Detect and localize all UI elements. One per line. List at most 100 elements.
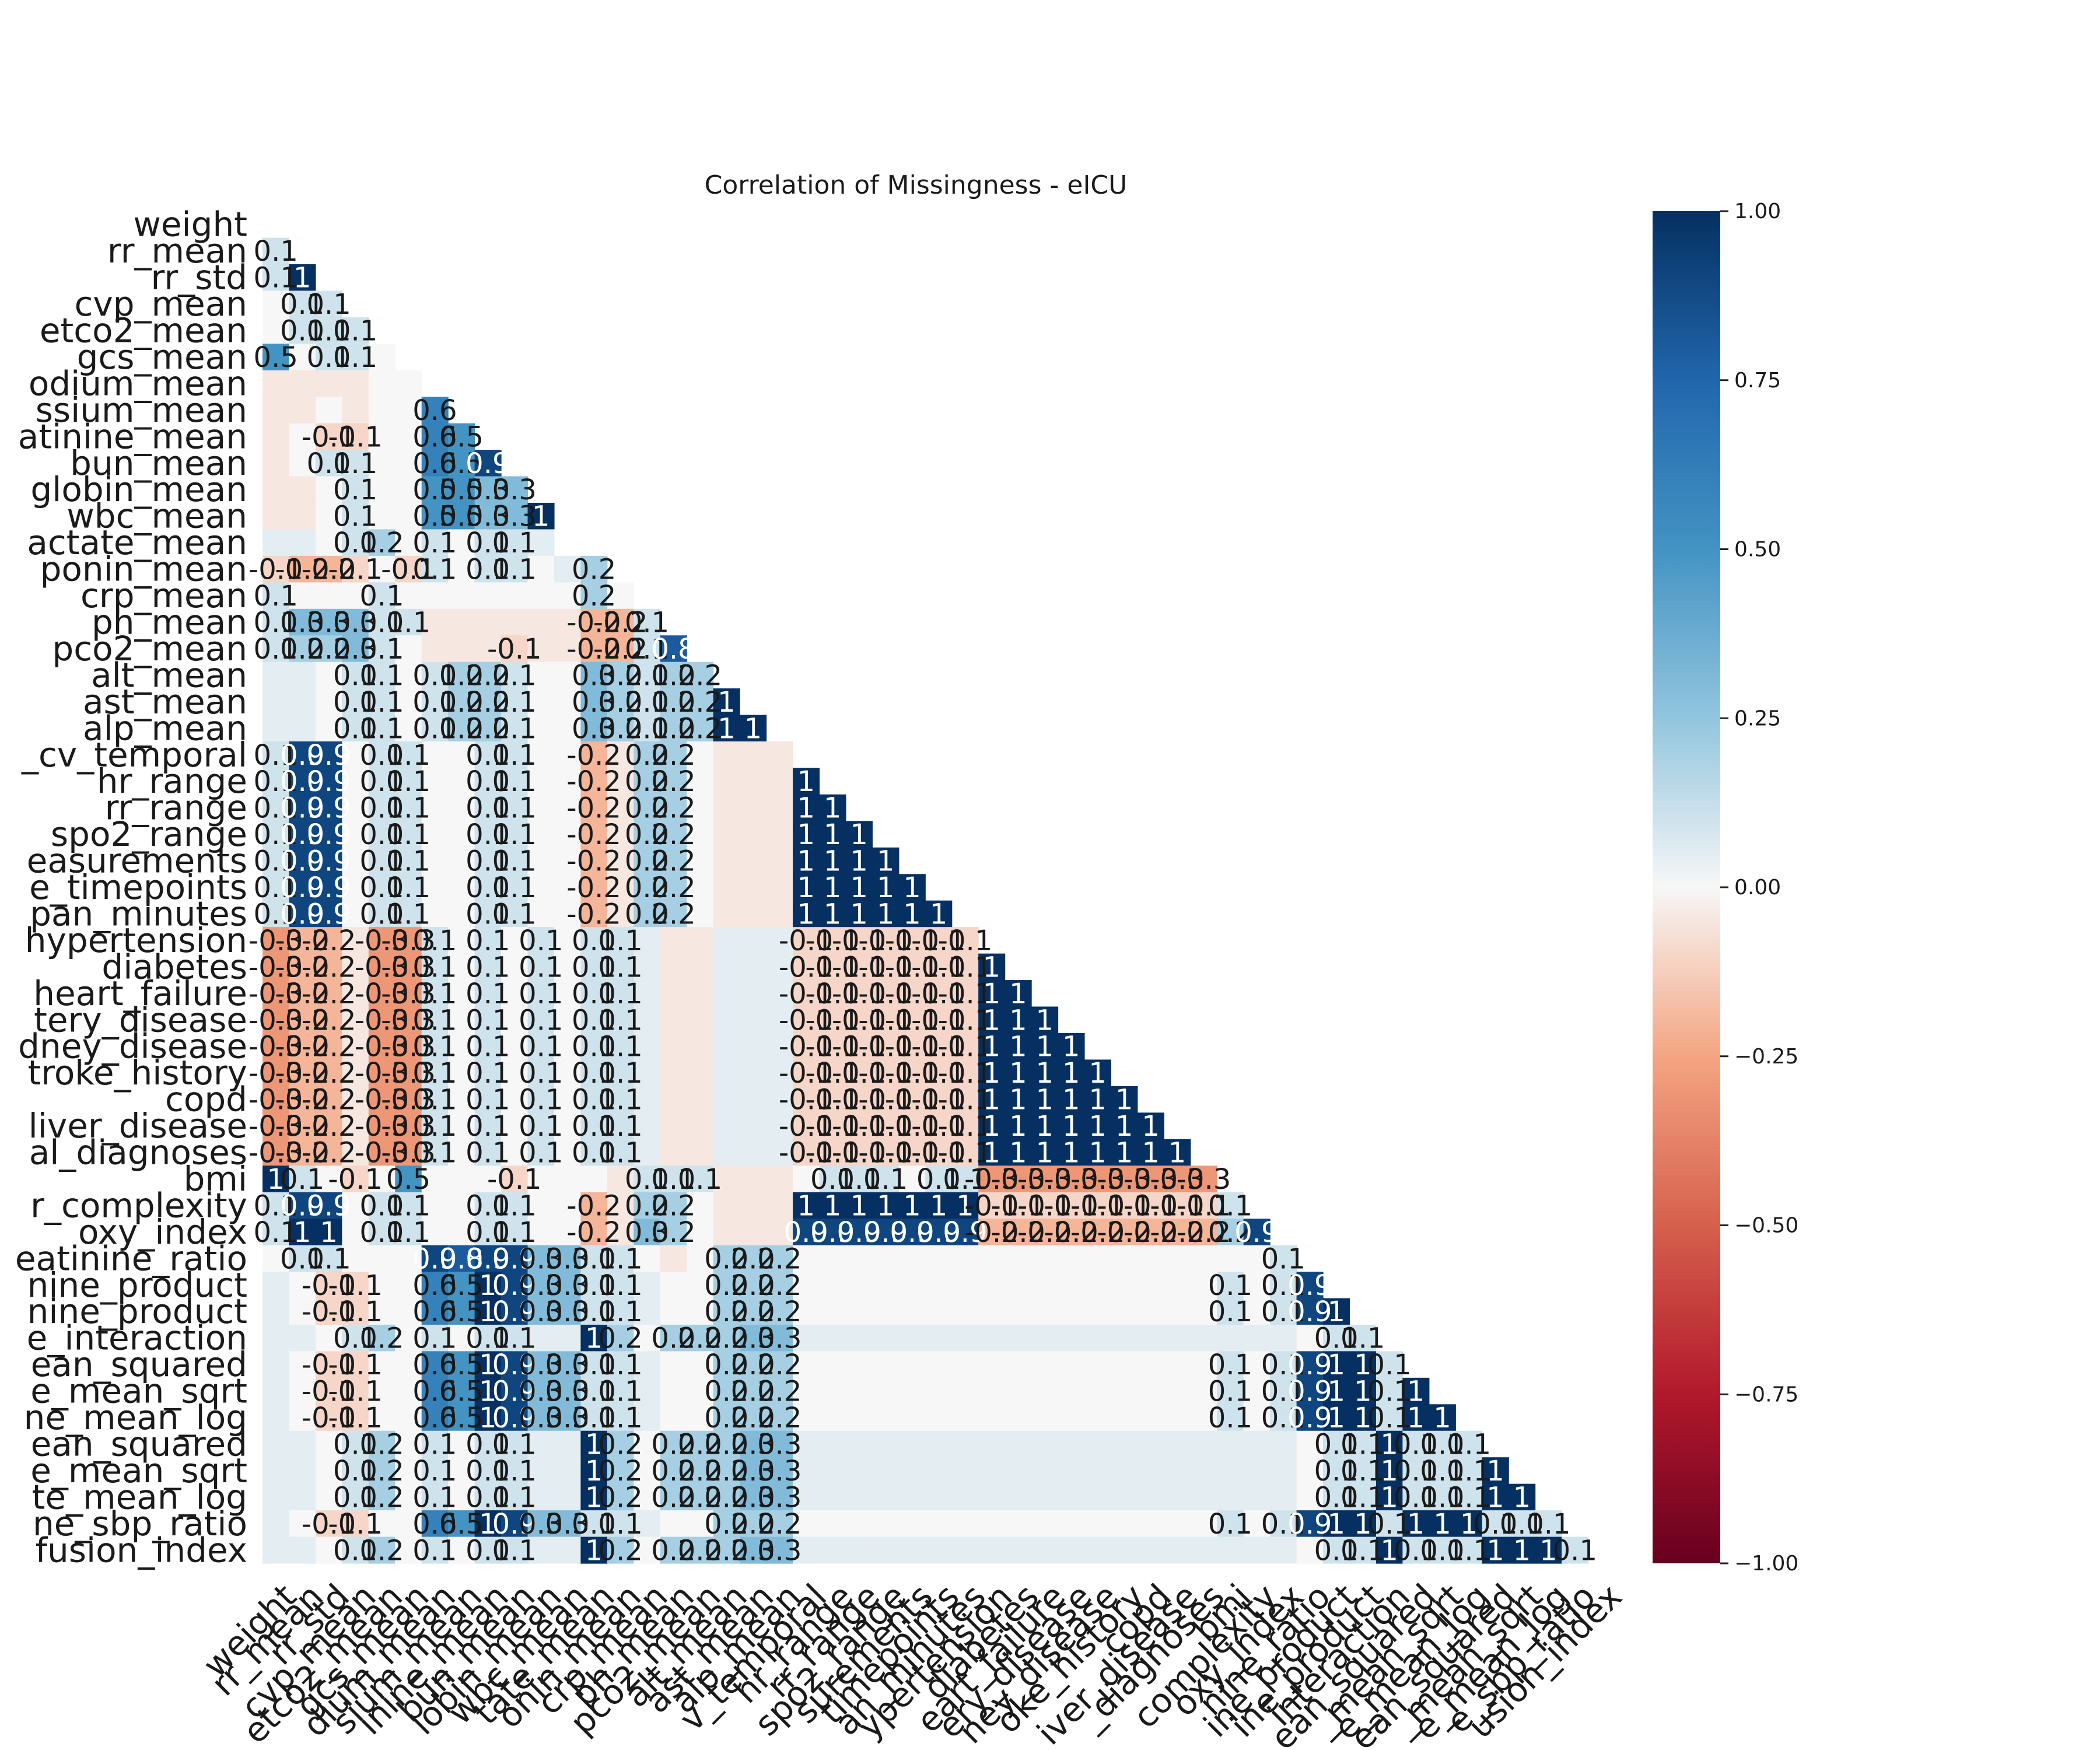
heatmap-cell bbox=[315, 423, 342, 450]
heatmap-cell bbox=[474, 715, 502, 742]
heatmap-cell bbox=[368, 847, 396, 874]
heatmap-cell bbox=[289, 635, 316, 663]
heatmap-cell bbox=[793, 794, 820, 821]
heatmap-cell bbox=[342, 874, 369, 901]
heatmap-cell bbox=[289, 450, 316, 477]
heatmap-cell bbox=[872, 1457, 900, 1485]
heatmap-cell bbox=[580, 688, 608, 716]
heatmap-cell bbox=[819, 1298, 846, 1325]
colorbar: 1.00 0.75 0.50 0.25 0.00 −0.25 −0.50 −0.75 −1.00 bbox=[1653, 200, 1798, 1576]
heatmap-cell bbox=[634, 794, 661, 821]
heatmap-cell bbox=[262, 237, 290, 265]
heatmap-cell bbox=[289, 662, 316, 689]
heatmap-cell bbox=[554, 662, 582, 689]
heatmap-cell bbox=[421, 450, 449, 477]
heatmap-cell bbox=[978, 1404, 1006, 1432]
heatmap-cell bbox=[421, 768, 449, 795]
heatmap-cell bbox=[793, 953, 820, 981]
heatmap-cell bbox=[898, 900, 926, 928]
heatmap-cell bbox=[713, 953, 740, 981]
heatmap-cell bbox=[898, 1351, 926, 1378]
heatmap-cell bbox=[289, 821, 316, 848]
heatmap-cell bbox=[1243, 1483, 1270, 1511]
heatmap-cell-label: 1 bbox=[1513, 1534, 1531, 1567]
heatmap-cell bbox=[898, 1324, 926, 1352]
heatmap-cell bbox=[315, 821, 342, 848]
heatmap-cell bbox=[1137, 1377, 1164, 1405]
heatmap-cell bbox=[448, 450, 475, 477]
heatmap-cell bbox=[687, 794, 714, 821]
heatmap-cell bbox=[501, 900, 528, 928]
heatmap-cell bbox=[342, 370, 369, 397]
heatmap-cell bbox=[1031, 1324, 1059, 1352]
heatmap-cell bbox=[740, 741, 767, 769]
heatmap-cell-label: 0.1 bbox=[412, 554, 457, 586]
heatmap-cell bbox=[740, 794, 767, 821]
heatmap-cell bbox=[289, 529, 316, 556]
heatmap-cell bbox=[1111, 1483, 1138, 1511]
heatmap-cell bbox=[289, 715, 316, 742]
heatmap-cell bbox=[925, 1377, 953, 1405]
heatmap-cell bbox=[554, 688, 582, 716]
heatmap-cell bbox=[527, 900, 555, 928]
heatmap-cell bbox=[845, 1404, 873, 1432]
heatmap-cell bbox=[1005, 1272, 1032, 1299]
heatmap-cell bbox=[607, 688, 634, 716]
heatmap-cell bbox=[315, 927, 342, 954]
heatmap-cell bbox=[395, 900, 422, 928]
heatmap-cell bbox=[898, 1510, 926, 1538]
heatmap-cell-label: 0.1 bbox=[1208, 1296, 1252, 1328]
heatmap-cell bbox=[580, 847, 608, 874]
heatmap-cell bbox=[1137, 1457, 1164, 1485]
heatmap-cell bbox=[448, 502, 475, 530]
heatmap-cell bbox=[1005, 1324, 1032, 1352]
heatmap-cell-label: 1 bbox=[718, 712, 736, 745]
heatmap-cell bbox=[1217, 1457, 1244, 1485]
heatmap-cell bbox=[872, 1245, 900, 1272]
heatmap-cell bbox=[951, 1404, 979, 1432]
heatmap-cell bbox=[845, 1298, 873, 1325]
heatmap-cell bbox=[580, 582, 608, 610]
heatmap-cell bbox=[740, 1166, 767, 1193]
heatmap-cell bbox=[395, 953, 422, 981]
heatmap-cell bbox=[687, 927, 714, 954]
heatmap-cell bbox=[580, 1166, 608, 1193]
heatmap-cell bbox=[766, 821, 793, 848]
heatmap-cell bbox=[607, 821, 634, 848]
heatmap-cell bbox=[634, 980, 661, 1007]
heatmap-cell bbox=[368, 715, 396, 742]
heatmap-cell bbox=[262, 502, 290, 530]
heatmap-cell bbox=[819, 1272, 846, 1299]
heatmap-cell bbox=[660, 715, 687, 742]
heatmap-cell bbox=[660, 1351, 687, 1378]
heatmap-cell bbox=[793, 927, 820, 954]
heatmap-cell bbox=[607, 847, 634, 874]
heatmap-cell-label: 0.2 bbox=[651, 1216, 695, 1249]
heatmap-cell bbox=[740, 1112, 767, 1140]
heatmap-cell bbox=[474, 662, 502, 689]
heatmap-cell bbox=[421, 715, 449, 742]
heatmap-cell bbox=[342, 927, 369, 954]
heatmap-cell bbox=[740, 874, 767, 901]
heatmap-cell bbox=[634, 874, 661, 901]
heatmap-cell bbox=[527, 794, 555, 821]
heatmap-cell bbox=[501, 821, 528, 848]
heatmap-cell bbox=[713, 1006, 740, 1034]
heatmap-cell bbox=[501, 953, 528, 981]
heatmap-cell bbox=[342, 847, 369, 874]
heatmap-cell bbox=[1058, 1536, 1085, 1564]
heatmap-cell bbox=[1084, 1483, 1112, 1511]
heatmap-cell bbox=[501, 980, 528, 1007]
heatmap-cell bbox=[845, 1377, 873, 1405]
heatmap-cell bbox=[554, 1483, 582, 1511]
heatmap-cell bbox=[872, 900, 900, 928]
heatmap-cell bbox=[262, 1536, 290, 1564]
heatmap-cell bbox=[1058, 1351, 1085, 1378]
heatmap-cell bbox=[448, 953, 475, 981]
heatmap-cell bbox=[1111, 1245, 1138, 1272]
heatmap-cell bbox=[660, 1059, 687, 1087]
heatmap-cell bbox=[501, 847, 528, 874]
heatmap-cell bbox=[342, 582, 369, 610]
heatmap-cell bbox=[580, 874, 608, 901]
heatmap-cell bbox=[368, 635, 396, 663]
